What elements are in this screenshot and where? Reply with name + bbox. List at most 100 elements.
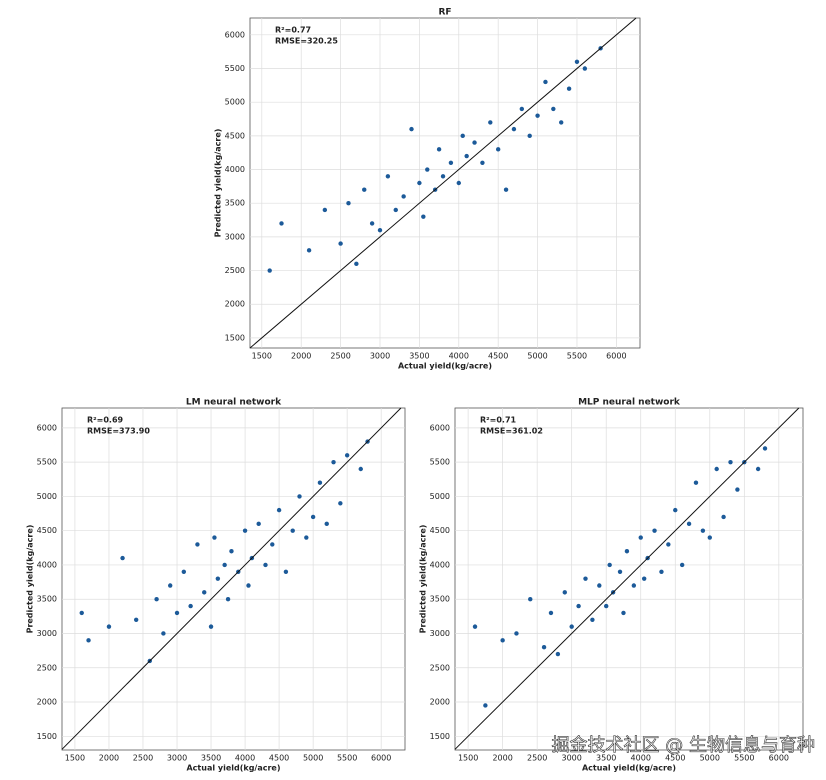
point bbox=[385, 174, 391, 179]
y-tick-label: 2500 bbox=[225, 266, 245, 275]
identity-line bbox=[454, 407, 800, 750]
y-tick-label: 2500 bbox=[37, 663, 57, 672]
point bbox=[215, 576, 221, 581]
point bbox=[460, 133, 465, 139]
y-tick-label: 6000 bbox=[430, 423, 450, 432]
point bbox=[222, 562, 227, 568]
point bbox=[707, 535, 712, 540]
watermark: 掘金技术社区 @ 生物信息与育种 bbox=[552, 735, 815, 756]
point bbox=[631, 583, 637, 588]
point bbox=[456, 180, 461, 186]
x-tick-label: 2000 bbox=[291, 352, 311, 361]
point bbox=[472, 140, 477, 145]
annotation: R²=0.69 bbox=[87, 416, 124, 425]
y-tick-label: 4000 bbox=[37, 560, 57, 569]
point bbox=[322, 207, 328, 213]
point bbox=[488, 120, 493, 125]
chart-title: RF bbox=[438, 8, 451, 18]
identity-line bbox=[249, 17, 637, 349]
point bbox=[464, 153, 469, 159]
x-axis-label: Actual yield(kg/acre) bbox=[186, 764, 280, 773]
point bbox=[324, 521, 329, 527]
point bbox=[369, 221, 375, 226]
point bbox=[168, 583, 173, 588]
point bbox=[721, 514, 726, 520]
point bbox=[401, 194, 406, 199]
y-axis-label: Predicted yield(kg/acre) bbox=[419, 525, 428, 634]
x-tick-label: 3500 bbox=[596, 754, 616, 763]
panel: 1500 2000 2500 3000 3500 4000 4500 5000 5500 6000… bbox=[26, 398, 406, 773]
point bbox=[700, 528, 706, 533]
point bbox=[409, 126, 414, 132]
x-tick-label: 6000 bbox=[606, 352, 626, 361]
point bbox=[417, 180, 422, 186]
x-tick-label: 4500 bbox=[488, 352, 508, 361]
point bbox=[617, 569, 623, 575]
point bbox=[283, 569, 289, 575]
point bbox=[582, 66, 588, 71]
point bbox=[161, 631, 166, 636]
point bbox=[246, 583, 251, 588]
point bbox=[555, 651, 561, 657]
annotation: R²=0.77 bbox=[275, 26, 311, 35]
plot-area bbox=[61, 407, 406, 751]
point bbox=[569, 624, 574, 629]
x-tick-label: 6000 bbox=[769, 754, 789, 763]
identity-line bbox=[61, 407, 402, 750]
point bbox=[583, 576, 588, 581]
point bbox=[195, 542, 200, 547]
y-tick-label: 1500 bbox=[225, 333, 245, 342]
point bbox=[208, 624, 214, 629]
y-tick-label: 6000 bbox=[37, 423, 57, 432]
point bbox=[576, 603, 581, 609]
point bbox=[519, 106, 525, 112]
point bbox=[621, 610, 626, 616]
point bbox=[673, 507, 678, 513]
point bbox=[659, 569, 664, 575]
point bbox=[543, 79, 548, 85]
point bbox=[306, 248, 312, 253]
x-axis-label: Actual yield(kg/acre) bbox=[398, 362, 492, 371]
chart-title: LM neural network bbox=[186, 398, 282, 408]
y-tick-label: 5000 bbox=[37, 492, 57, 501]
x-tick-label: 1500 bbox=[458, 754, 478, 763]
point bbox=[188, 603, 193, 609]
x-tick-label: 3000 bbox=[562, 754, 582, 763]
point bbox=[270, 542, 275, 547]
x-tick-label: 6000 bbox=[371, 754, 391, 763]
y-tick-label: 4500 bbox=[225, 131, 245, 140]
x-tick-label: 1500 bbox=[252, 352, 272, 361]
y-tick-label: 1500 bbox=[37, 732, 57, 741]
point bbox=[574, 59, 580, 64]
point bbox=[528, 597, 533, 602]
x-tick-label: 2500 bbox=[133, 754, 153, 763]
point bbox=[735, 487, 740, 492]
x-tick-label: 5000 bbox=[700, 754, 720, 763]
y-axis-label: Predicted yield(kg/acre) bbox=[26, 525, 35, 634]
point bbox=[225, 597, 231, 602]
point bbox=[202, 590, 207, 595]
point bbox=[358, 466, 363, 472]
point bbox=[304, 535, 309, 540]
point bbox=[566, 86, 572, 91]
point bbox=[267, 268, 272, 273]
point bbox=[297, 494, 302, 499]
point bbox=[500, 638, 505, 643]
y-tick-label: 3000 bbox=[225, 232, 245, 241]
annotation: RMSE=320.25 bbox=[275, 37, 338, 46]
point bbox=[338, 241, 343, 246]
point bbox=[344, 453, 350, 458]
point bbox=[483, 703, 488, 708]
point bbox=[212, 535, 217, 540]
point bbox=[755, 466, 761, 472]
point bbox=[597, 583, 602, 588]
point bbox=[354, 261, 359, 267]
y-axis-label: Predicted yield(kg/acre) bbox=[214, 129, 223, 238]
x-tick-label: 3000 bbox=[167, 754, 187, 763]
x-tick-label: 5000 bbox=[303, 754, 323, 763]
point bbox=[535, 113, 540, 118]
point bbox=[714, 466, 719, 472]
point bbox=[604, 603, 609, 609]
point bbox=[317, 480, 323, 485]
y-tick-label: 4500 bbox=[430, 526, 450, 535]
